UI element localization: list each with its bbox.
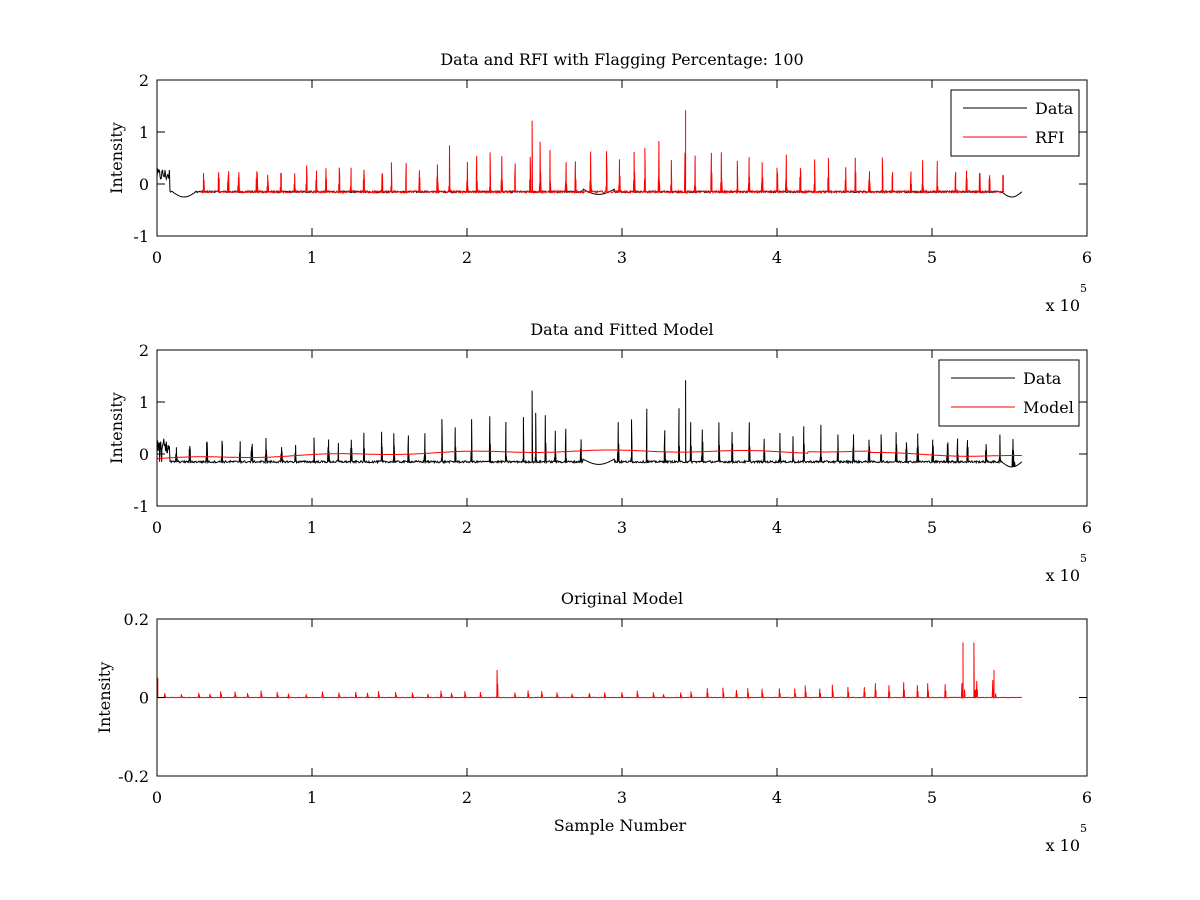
x-tick-label: 5 [927, 248, 937, 267]
x-multiplier-exponent: 5 [1080, 282, 1087, 295]
y-tick-label: 1 [139, 393, 149, 412]
legend-label: Data [1035, 99, 1074, 118]
y-tick-label: 0 [139, 445, 149, 464]
legend-box [950, 89, 1080, 157]
y-axis-label: Intensity [107, 392, 126, 464]
y-tick-label: 1 [139, 123, 149, 142]
x-tick-label: 6 [1082, 518, 1092, 537]
x-tick-label: 3 [617, 518, 627, 537]
x-tick-label: 0 [152, 248, 162, 267]
x-tick-label: 4 [772, 248, 782, 267]
x-tick-label: 4 [772, 518, 782, 537]
x-tick-label: 0 [152, 518, 162, 537]
y-tick-label: 0 [139, 689, 149, 708]
y-tick-label: -0.2 [118, 767, 149, 786]
series-data [157, 380, 1023, 468]
x-multiplier-base: x 10 [1046, 836, 1080, 855]
x-multiplier-exponent: 5 [1080, 552, 1087, 565]
chart-title: Data and RFI with Flagging Percentage: 1… [440, 50, 803, 69]
y-axis-label: Intensity [107, 122, 126, 194]
x-tick-label: 2 [462, 518, 472, 537]
legend: Data Model [938, 359, 1080, 427]
x-multiplier: x 105 [1046, 822, 1087, 855]
x-tick-label: 4 [772, 788, 782, 807]
legend-label: Data [1023, 369, 1062, 388]
x-tick-label: 1 [307, 518, 317, 537]
x-tick-label: 1 [307, 248, 317, 267]
legend-label: RFI [1035, 128, 1064, 147]
x-tick-label: 3 [617, 788, 627, 807]
x-multiplier-exponent: 5 [1080, 822, 1087, 835]
x-tick-label: 1 [307, 788, 317, 807]
legend-label: Model [1023, 398, 1074, 417]
series-rfi [200, 110, 1005, 195]
legend-box [938, 359, 1080, 427]
y-tick-label: -1 [133, 497, 149, 516]
legend: Data RFI [950, 89, 1080, 157]
x-tick-label: 6 [1082, 788, 1092, 807]
y-tick-label: 2 [139, 71, 149, 90]
series-model [157, 449, 1022, 460]
x-axis-label: Sample Number [554, 816, 687, 835]
chart-title: Data and Fitted Model [530, 320, 713, 339]
x-multiplier: x 105 [1046, 282, 1087, 315]
x-tick-label: 0 [152, 788, 162, 807]
x-tick-label: 2 [462, 788, 472, 807]
series-original-model [157, 642, 1023, 700]
axes-frame [156, 79, 1088, 237]
y-tick-label: 0.2 [124, 610, 149, 629]
chart-title: Original Model [561, 589, 683, 608]
x-multiplier: x 105 [1046, 552, 1087, 585]
x-multiplier-base: x 10 [1046, 296, 1080, 315]
y-tick-label: 2 [139, 341, 149, 360]
x-tick-label: 2 [462, 248, 472, 267]
y-tick-label: 0 [139, 175, 149, 194]
x-tick-label: 5 [927, 518, 937, 537]
x-tick-label: 6 [1082, 248, 1092, 267]
x-multiplier-base: x 10 [1046, 566, 1080, 585]
y-axis-label: Intensity [95, 662, 114, 734]
x-tick-label: 5 [927, 788, 937, 807]
y-tick-label: -1 [133, 227, 149, 246]
x-tick-label: 3 [617, 248, 627, 267]
